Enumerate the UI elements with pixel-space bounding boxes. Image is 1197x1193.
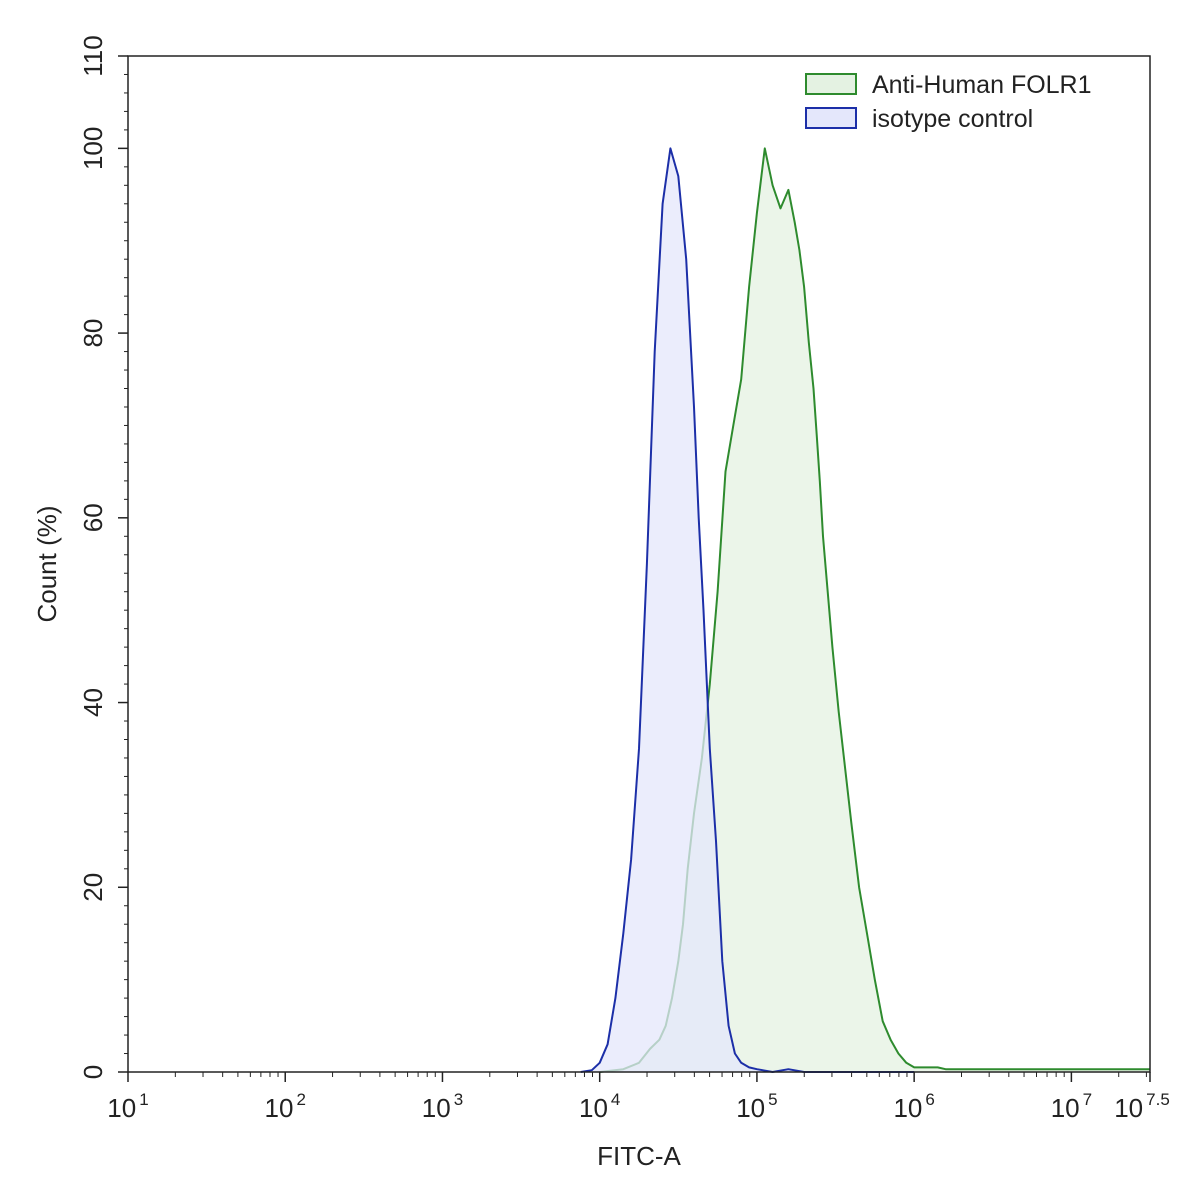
x-tick-label: 10 5	[736, 1090, 777, 1123]
axis-ticks	[118, 55, 1151, 1082]
y-tick-label: 80	[78, 319, 108, 348]
y-tick-label: 40	[78, 688, 108, 717]
legend: Anti-Human FOLR1 isotype control	[805, 71, 1092, 133]
series-area-1	[580, 148, 915, 1072]
x-tick-label: 10 7	[1051, 1090, 1092, 1123]
x-tick-label: 10 1	[107, 1090, 148, 1123]
x-tick-label: 10 7.5	[1114, 1090, 1170, 1123]
y-tick-label: 0	[78, 1065, 108, 1079]
y-axis-title: Count (%)	[32, 505, 62, 622]
plot-frame	[127, 55, 1151, 1073]
x-tick-label: 10 3	[422, 1090, 463, 1123]
y-tick-label: 110	[78, 35, 108, 76]
legend-swatch	[805, 73, 857, 95]
legend-swatch	[805, 107, 857, 129]
x-tick-label: 10 4	[579, 1090, 620, 1123]
x-tick-label: 10 6	[893, 1090, 934, 1123]
y-tick-label: 100	[78, 127, 108, 170]
legend-label: isotype control	[872, 105, 1033, 133]
x-axis-title: FITC-A	[597, 1141, 681, 1171]
y-tick-labels: 0 20 40 60 80 100 110	[78, 35, 108, 1079]
x-tick-label: 10 2	[265, 1090, 306, 1123]
y-tick-label: 60	[78, 503, 108, 532]
legend-label: Anti-Human FOLR1	[872, 71, 1092, 99]
y-tick-label: 20	[78, 873, 108, 902]
series-area-0	[599, 148, 1150, 1072]
x-tick-labels: 10 1 10 2 10 3 10 4 10 5 10 6 10 7 10 7.5	[107, 1090, 1169, 1123]
